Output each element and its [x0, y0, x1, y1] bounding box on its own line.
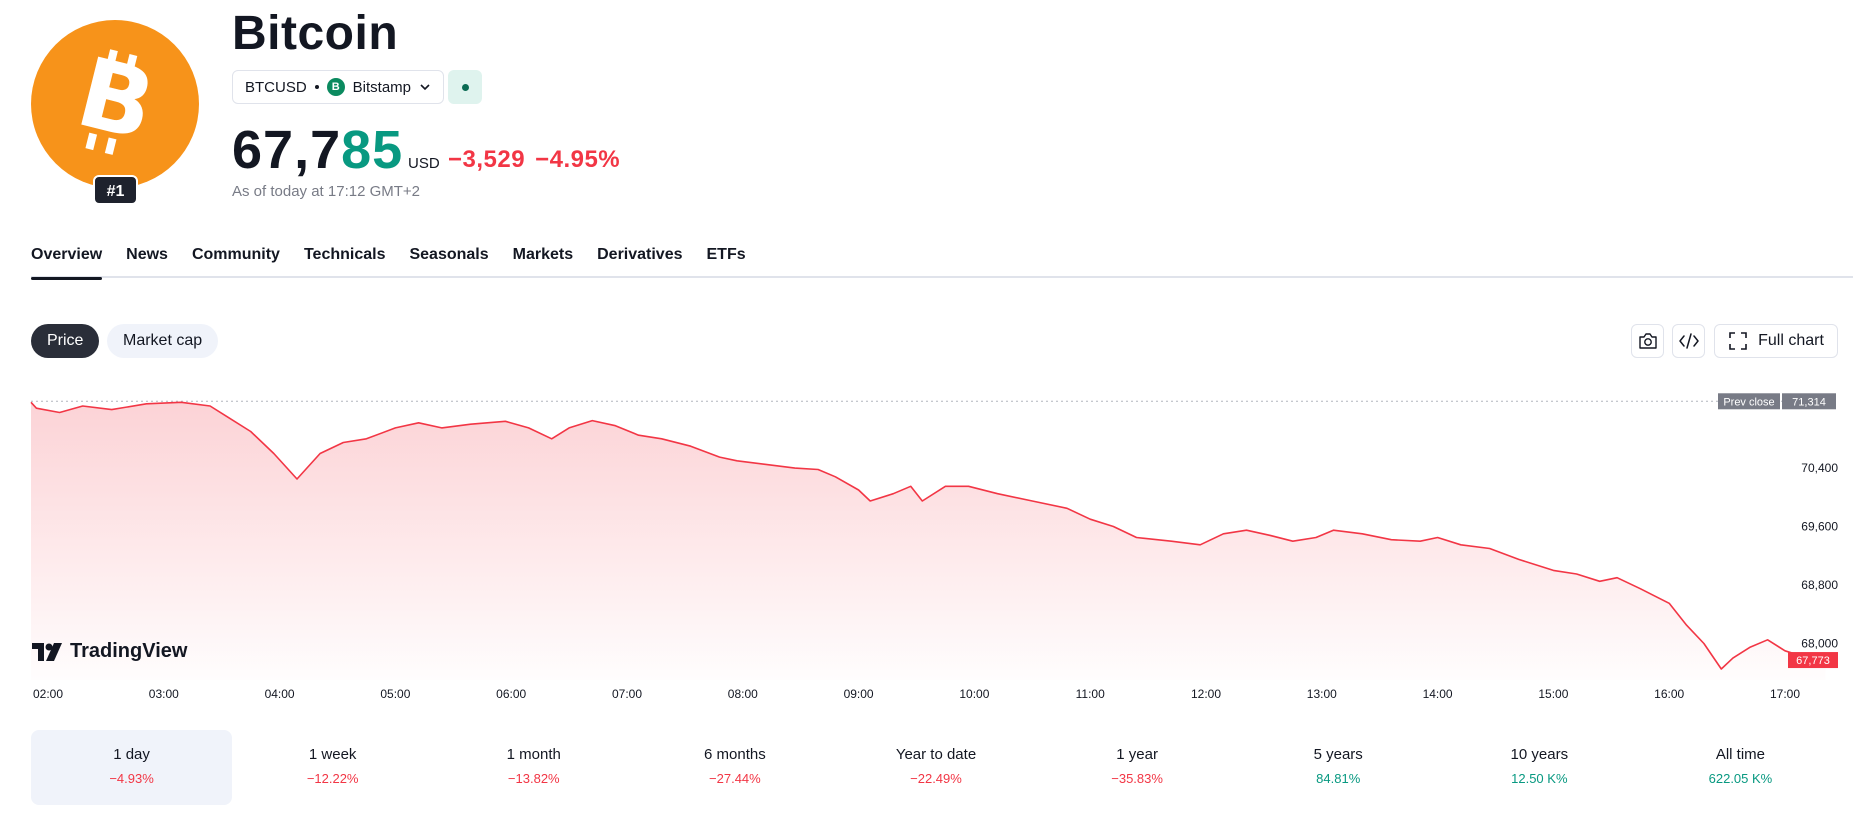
- x-tick-label: 12:00: [1191, 687, 1221, 701]
- prev-close-label: Prev close: [1723, 396, 1774, 408]
- price-chart[interactable]: 70,400 69,600 68,800 68,000 02:00 03:00 04:00…: [0, 380, 1862, 710]
- price-line: [30, 401, 1826, 670]
- x-tick-label: 09:00: [844, 687, 874, 701]
- prev-close-value: 71,314: [1792, 396, 1826, 408]
- x-tick-label: 07:00: [612, 687, 642, 701]
- exchange-icon: B: [326, 78, 345, 96]
- period-label: 1 year: [1116, 746, 1158, 763]
- x-tick-label: 10:00: [959, 687, 989, 701]
- embed-button[interactable]: [1672, 324, 1705, 358]
- tab-community[interactable]: Community: [191, 246, 280, 263]
- period-label: 1 week: [308, 746, 357, 763]
- y-tick-label: 70,400: [1801, 461, 1838, 475]
- period-change: −22.49%: [910, 771, 962, 786]
- period-change: −12.22%: [306, 771, 359, 786]
- prev-close-value-tag: [1782, 393, 1836, 410]
- period-6-months[interactable]: 6 months −27.44%: [634, 730, 835, 805]
- period-1-day[interactable]: 1 day −4.93%: [31, 730, 233, 805]
- period-change: 622.05 K%: [1708, 771, 1773, 786]
- period-label: All time: [1715, 746, 1766, 763]
- period-1-month[interactable]: 1 month −13.82%: [433, 730, 634, 805]
- x-tick-label: 02:00: [33, 687, 63, 701]
- period-change: −13.82%: [507, 771, 560, 786]
- period-all-time[interactable]: All time 622.05 K%: [1640, 730, 1841, 805]
- price-main: 67,7: [232, 120, 342, 180]
- market-status-button[interactable]: [448, 70, 482, 104]
- x-tick-label: 16:00: [1654, 687, 1684, 701]
- period-label: 10 years: [1510, 746, 1569, 763]
- period-change: −4.93%: [109, 771, 154, 786]
- section-tabs: Overview News Community Technicals Seaso…: [31, 246, 1853, 280]
- embed-code-icon: [1678, 333, 1699, 349]
- market-open-dot-icon: [461, 83, 469, 91]
- tradingview-watermark: TradingView: [32, 640, 187, 663]
- x-tick-label: 05:00: [380, 687, 410, 701]
- x-tick-label: 08:00: [728, 687, 758, 701]
- tab-overview[interactable]: Overview: [31, 246, 103, 280]
- period-1-year[interactable]: 1 year −35.83%: [1037, 730, 1238, 805]
- period-label: 1 day: [113, 746, 150, 763]
- x-tick-label: 04:00: [265, 687, 295, 701]
- symbol-label: BTCUSD: [245, 78, 307, 96]
- tab-seasonals[interactable]: Seasonals: [409, 246, 489, 263]
- rank-badge: #1: [93, 175, 138, 205]
- x-tick-label: 06:00: [496, 687, 526, 701]
- as-of-timestamp: As of today at 17:12 GMT+2: [232, 183, 421, 200]
- y-tick-label: 68,000: [1801, 636, 1838, 650]
- change-percent: −4.95%: [535, 146, 621, 173]
- period-label: 5 years: [1313, 746, 1363, 763]
- x-tick-label: 14:00: [1423, 687, 1453, 701]
- bitcoin-logo: B: [31, 20, 199, 188]
- period-change: −35.83%: [1111, 771, 1163, 786]
- page-title: Bitcoin: [232, 7, 399, 60]
- period-change: −27.44%: [709, 771, 761, 786]
- price-highlight: 85: [341, 120, 404, 180]
- snapshot-button[interactable]: [1631, 324, 1664, 358]
- tab-markets[interactable]: Markets: [512, 246, 574, 263]
- x-tick-label: 17:00: [1770, 687, 1800, 701]
- full-chart-button[interactable]: Full chart: [1714, 324, 1838, 358]
- watermark-text: TradingView: [70, 640, 188, 662]
- market-cap-toggle-button[interactable]: Market cap: [107, 324, 219, 358]
- bitcoin-icon: B: [67, 36, 165, 162]
- full-chart-label: Full chart: [1758, 332, 1824, 349]
- tab-technicals[interactable]: Technicals: [303, 246, 386, 263]
- period-label: 6 months: [704, 746, 766, 763]
- y-tick-label: 69,600: [1801, 520, 1838, 534]
- price-change: −3,529 −4.95%: [448, 146, 620, 174]
- period-change: 84.81%: [1316, 771, 1361, 786]
- last-price: 67,785: [232, 118, 403, 182]
- period-label: Year to date: [895, 746, 977, 763]
- period-10-years[interactable]: 10 years 12.50 K%: [1439, 730, 1640, 805]
- period-change: 12.50 K%: [1511, 771, 1568, 786]
- x-tick-label: 11:00: [1076, 687, 1105, 701]
- x-tick-label: 13:00: [1307, 687, 1337, 701]
- period-label: 1 month: [506, 746, 561, 763]
- period-1-week[interactable]: 1 week −12.22%: [232, 730, 433, 805]
- fullscreen-icon: [1729, 332, 1747, 350]
- last-price-tag: [1788, 652, 1838, 669]
- x-tick-label: 15:00: [1538, 687, 1568, 701]
- period-performance: 1 day −4.93% 1 week −12.22% 1 month −13.…: [31, 730, 1841, 805]
- symbol-selector[interactable]: BTCUSD B Bitstamp: [232, 70, 445, 104]
- tab-news[interactable]: News: [126, 246, 168, 263]
- chevron-down-icon: [420, 84, 430, 91]
- price-currency: USD: [408, 155, 440, 172]
- exchange-label: Bitstamp: [352, 78, 412, 96]
- tab-derivatives[interactable]: Derivatives: [597, 246, 683, 263]
- tradingview-logo-icon: [32, 642, 62, 661]
- camera-icon: [1638, 333, 1657, 349]
- tab-etfs[interactable]: ETFs: [706, 246, 746, 263]
- y-tick-label: 68,800: [1801, 578, 1838, 592]
- x-tick-label: 03:00: [149, 687, 179, 701]
- last-price-value: 67,773: [1796, 655, 1830, 667]
- price-area-fill: [31, 402, 1826, 680]
- period-year-to-date[interactable]: Year to date −22.49%: [835, 730, 1036, 805]
- change-absolute: −3,529: [448, 146, 526, 173]
- separator-dot: [314, 85, 319, 89]
- period-5-years[interactable]: 5 years 84.81%: [1238, 730, 1439, 805]
- prev-close-tag: [1718, 393, 1780, 410]
- price-toggle-button[interactable]: Price: [31, 324, 100, 358]
